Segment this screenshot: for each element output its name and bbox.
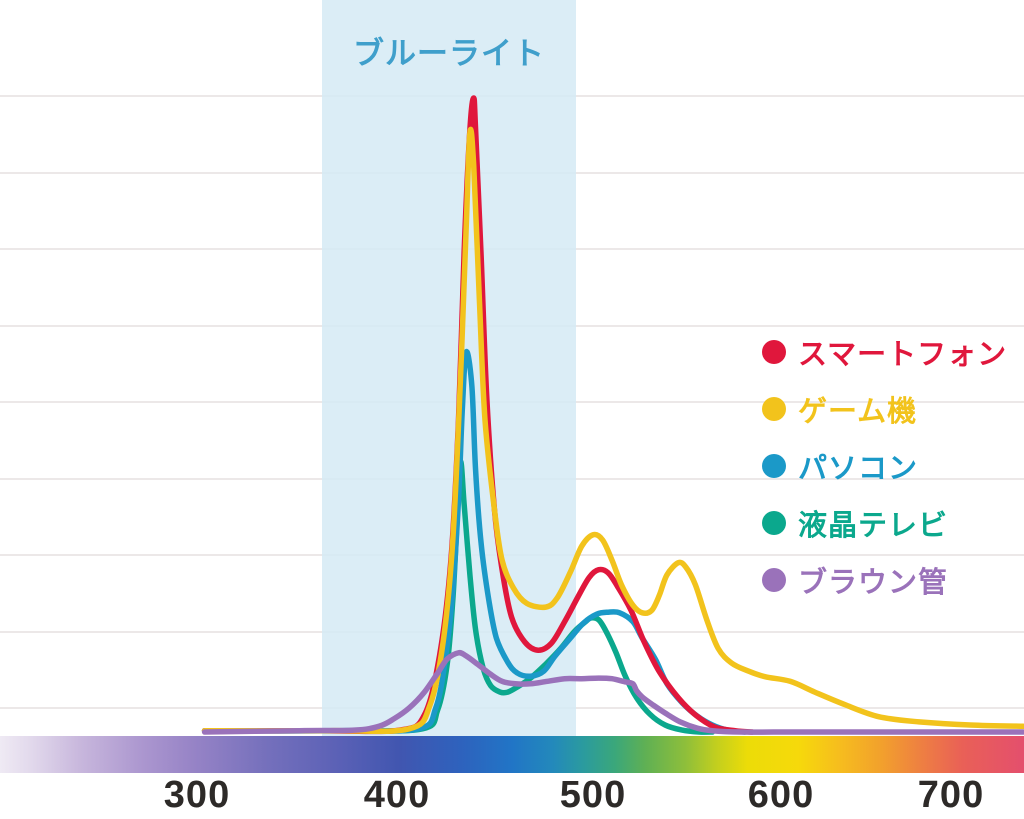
legend-item-pc: パソコン	[762, 450, 1007, 485]
legend-dot-smartphone	[762, 339, 786, 364]
legend-label-crt: ブラウン管	[798, 566, 949, 599]
legend-dot-pc	[762, 453, 786, 478]
legend-item-game-console: ゲーム機	[762, 393, 1007, 428]
legend-dot-crt	[762, 567, 786, 592]
curve-crt	[201, 649, 1024, 735]
blue-light-band-title: ブルーライト	[353, 36, 545, 71]
x-tick-300: 300	[163, 774, 231, 816]
legend: スマートフォン ゲーム機 パソコン 液晶テレビ ブラウン管	[762, 336, 1007, 599]
x-tick-500: 500	[559, 774, 627, 816]
legend-dot-game-console	[762, 396, 786, 421]
legend-item-lcd-tv: 液晶テレビ	[762, 507, 1007, 542]
legend-label-game-console: ゲーム機	[798, 395, 918, 428]
x-tick-700: 700	[917, 774, 985, 816]
x-tick-600: 600	[747, 774, 815, 816]
legend-item-smartphone: スマートフォン	[762, 336, 1007, 371]
spectrum-bar	[0, 736, 1024, 773]
legend-dot-lcd-tv	[762, 510, 786, 535]
curve-game-console	[201, 126, 1024, 735]
legend-label-smartphone: スマートフォン	[798, 338, 1008, 371]
legend-label-lcd-tv: 液晶テレビ	[798, 509, 949, 542]
legend-label-pc: パソコン	[798, 452, 919, 485]
legend-item-crt: ブラウン管	[762, 564, 1007, 599]
x-tick-400: 400	[363, 774, 431, 816]
x-axis: 300 400 500 600 700	[0, 774, 1024, 819]
